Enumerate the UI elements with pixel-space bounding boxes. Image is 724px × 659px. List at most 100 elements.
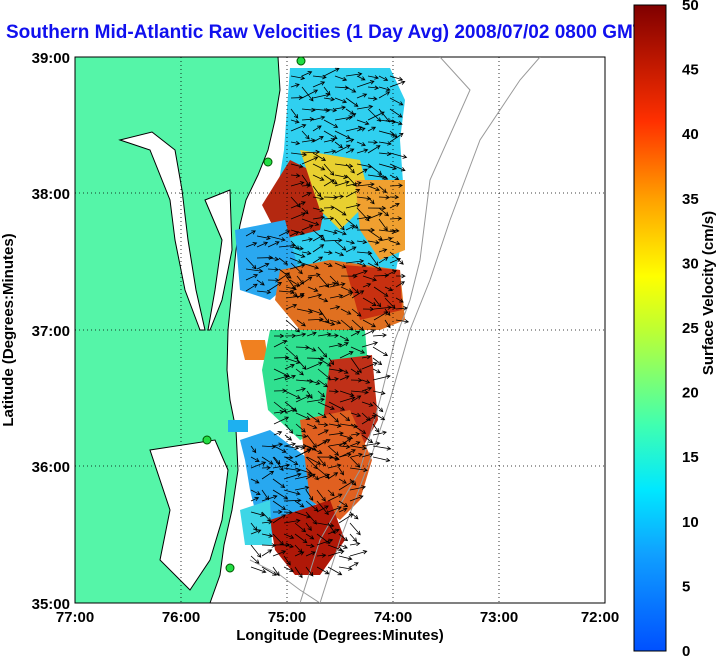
velocity-arrow bbox=[345, 97, 359, 107]
velocity-arrow bbox=[345, 148, 355, 154]
velocity-arrow bbox=[367, 251, 379, 267]
velocity-arrow bbox=[250, 461, 267, 469]
colorbar-tick-label: 15 bbox=[682, 449, 699, 466]
velocity-arrow bbox=[261, 494, 278, 502]
velocity-arrow bbox=[317, 346, 328, 358]
velocity-arrow bbox=[327, 489, 335, 497]
velocity-arrow bbox=[267, 235, 286, 242]
velocity-arrow bbox=[349, 522, 361, 536]
velocity-arrow bbox=[285, 286, 297, 291]
velocity-arrow bbox=[285, 303, 298, 310]
velocity-arrow bbox=[323, 174, 338, 185]
x-tick-label: 76:00 bbox=[162, 609, 200, 626]
velocity-arrow bbox=[351, 269, 368, 277]
velocity-arrow bbox=[323, 216, 335, 221]
velocity-arrow bbox=[361, 401, 374, 407]
velocity-arrow bbox=[318, 297, 329, 303]
velocity-arrow bbox=[317, 332, 332, 337]
velocity-arrow bbox=[367, 185, 380, 192]
velocity-arrow bbox=[339, 368, 349, 374]
velocity-arrow bbox=[356, 119, 370, 126]
velocity-arrow bbox=[317, 422, 329, 427]
velocity-arrow bbox=[356, 227, 376, 233]
velocity-arrow bbox=[327, 544, 343, 552]
velocity-arrow bbox=[306, 456, 322, 465]
velocity-arrow bbox=[349, 456, 361, 468]
velocity-arrow bbox=[350, 389, 369, 395]
velocity-arrow bbox=[334, 97, 348, 104]
velocity-arrow bbox=[267, 256, 280, 262]
velocity-arrow bbox=[345, 86, 357, 93]
velocity-arrow bbox=[289, 246, 304, 251]
velocity-arrow bbox=[283, 510, 293, 515]
velocity-arrow bbox=[316, 500, 329, 516]
velocity-arrow bbox=[367, 108, 382, 122]
velocity-arrow bbox=[384, 319, 391, 329]
velocity-arrow bbox=[290, 152, 308, 157]
velocity-arrow bbox=[250, 445, 257, 454]
velocity-arrow bbox=[256, 262, 270, 270]
colorbar-tick-label: 30 bbox=[682, 255, 699, 272]
velocity-arrow bbox=[250, 511, 265, 517]
velocity-arrow bbox=[294, 445, 306, 450]
velocity-arrow bbox=[256, 235, 271, 241]
velocity-arrow bbox=[283, 445, 300, 451]
velocity-arrow bbox=[338, 452, 352, 458]
velocity-arrow bbox=[305, 551, 316, 557]
velocity-arrow bbox=[338, 566, 353, 571]
velocity-arrow bbox=[356, 127, 366, 132]
velocity-arrow bbox=[345, 240, 356, 245]
velocity-arrow bbox=[261, 456, 274, 465]
velocity-arrow bbox=[312, 163, 326, 171]
velocity-arrow bbox=[323, 205, 336, 210]
velocity-arrow bbox=[338, 438, 352, 447]
velocity-arrow bbox=[378, 174, 389, 180]
velocity-arrow bbox=[290, 262, 303, 275]
velocity-arrow bbox=[290, 251, 306, 258]
velocity-arrow bbox=[250, 496, 260, 502]
velocity-arrow bbox=[367, 145, 381, 154]
velocity-arrow bbox=[312, 229, 326, 241]
velocity-arrow bbox=[290, 181, 305, 187]
x-tick-label: 74:00 bbox=[374, 609, 412, 626]
velocity-arrow bbox=[356, 168, 368, 176]
velocity-arrow bbox=[327, 463, 342, 469]
velocity-arrow bbox=[273, 409, 285, 415]
velocity-arrow bbox=[294, 533, 308, 544]
velocity-arrow bbox=[372, 430, 387, 436]
velocity-arrow bbox=[312, 136, 324, 143]
velocity-arrow bbox=[267, 281, 283, 292]
velocity-arrow bbox=[272, 478, 286, 488]
velocity-arrow bbox=[384, 286, 394, 292]
velocity-arrow bbox=[261, 519, 273, 525]
velocity-arrow bbox=[349, 541, 361, 547]
velocity-arrow bbox=[327, 472, 339, 480]
colorbar-tick-label: 50 bbox=[682, 0, 699, 14]
velocity-arrow bbox=[273, 388, 287, 394]
velocity-arrow bbox=[250, 566, 267, 574]
velocity-arrow bbox=[306, 412, 321, 423]
velocity-arrow bbox=[284, 456, 299, 465]
velocity-arrow bbox=[338, 467, 345, 476]
velocity-arrow bbox=[378, 91, 391, 99]
velocity-arrow bbox=[307, 293, 323, 299]
velocity-arrow bbox=[316, 566, 330, 575]
velocity-arrow bbox=[323, 262, 333, 268]
velocity-arrow bbox=[272, 514, 286, 524]
velocity-arrow bbox=[389, 119, 403, 126]
velocity-arrow bbox=[284, 333, 297, 339]
velocity-arrow bbox=[339, 351, 354, 359]
velocity-arrow bbox=[290, 212, 306, 220]
velocity-arrow bbox=[373, 305, 392, 310]
velocity-arrow bbox=[301, 224, 314, 231]
velocity-arrow bbox=[323, 238, 343, 243]
velocity-arrow bbox=[334, 262, 347, 269]
velocity-arrow bbox=[323, 195, 338, 200]
velocity-arrow bbox=[307, 272, 321, 278]
velocity-arrow bbox=[272, 442, 284, 447]
velocity-arrow bbox=[350, 331, 361, 337]
y-tick-label: 37:00 bbox=[32, 323, 70, 340]
velocity-arrow bbox=[267, 278, 280, 283]
velocity-arrow bbox=[367, 139, 378, 145]
